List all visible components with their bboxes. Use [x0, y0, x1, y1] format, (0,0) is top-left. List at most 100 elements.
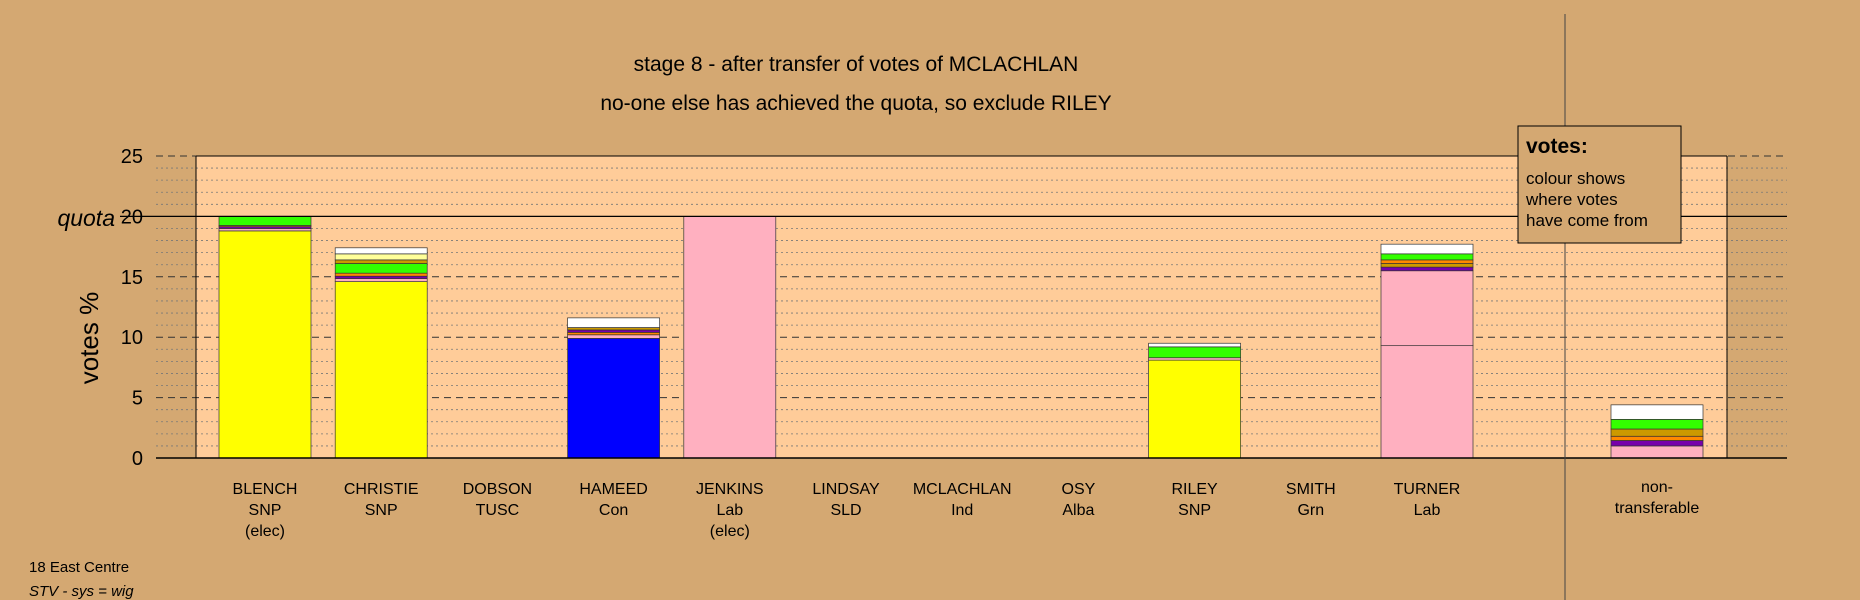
y-axis-label: votes %	[74, 292, 104, 385]
category-labels: BLENCH SNP (elec) CHRISTIE SNP DOBSON TUSC HAME…	[233, 479, 1700, 540]
bar-hameed-segment	[567, 317, 660, 328]
category-label-line: OSY	[1062, 481, 1096, 498]
legend-box: votes: colour shows where votes have com…	[1517, 125, 1682, 244]
category-label-line: Grn	[1297, 502, 1324, 519]
bar-turner	[1380, 243, 1474, 459]
y-tick-label: 20	[121, 206, 143, 228]
bar-christie-segment	[334, 278, 428, 282]
category-label-line: TUSC	[476, 502, 520, 519]
legend-line-1: colour shows	[1526, 169, 1625, 188]
bar-jenkins	[683, 216, 777, 459]
bar-turner-segment	[1380, 263, 1474, 268]
bar-christie-segment	[334, 281, 428, 459]
category-label-line: Alba	[1062, 502, 1094, 519]
category-smith: SMITH Grn	[1286, 481, 1336, 519]
bar-christie	[334, 247, 428, 459]
system-label: STV - sys = wig	[29, 583, 134, 600]
category-label-line: SNP	[249, 502, 282, 519]
category-label-line: HAMEED	[579, 481, 647, 498]
category-label-line: TURNER	[1394, 481, 1461, 498]
category-label-line: Con	[599, 502, 628, 519]
bar-hameed-segment	[567, 332, 660, 336]
y-tick-label: 25	[121, 146, 143, 168]
chart-subtitle: no-one else has achieved the quota, so e…	[600, 92, 1111, 115]
bar-christie-segment	[334, 247, 428, 255]
bar-riley-segment	[1148, 342, 1241, 348]
category-jenkins: JENKINS Lab (elec)	[696, 481, 764, 540]
chart-title: stage 8 - after transfer of votes of MCL…	[634, 53, 1079, 76]
category-mclachlan: MCLACHLAN Ind	[913, 481, 1012, 519]
y-tick-labels: 0 5 10 15 20 25	[121, 146, 143, 470]
category-hameed: HAMEED Con	[579, 481, 647, 519]
category-blench: BLENCH SNP (elec)	[233, 481, 298, 540]
y-tick-label: 10	[121, 327, 143, 349]
bar-christie-segment	[334, 275, 428, 279]
category-turner: TURNER Lab	[1394, 481, 1461, 519]
bar-christie-segment	[334, 272, 428, 277]
bar-christie-segment	[334, 259, 428, 264]
y-tick-label: 0	[132, 448, 143, 470]
category-label-non-transferable: transferable	[1615, 500, 1700, 517]
category-christie: CHRISTIE SNP	[344, 481, 419, 519]
bar-turner-segment	[1380, 243, 1474, 255]
legend-heading: votes:	[1526, 135, 1588, 158]
bar-blench	[218, 216, 312, 459]
bar-non-transferable-segment	[1610, 418, 1704, 430]
bar-turner-segment	[1380, 253, 1474, 261]
bar-turner-segment	[1380, 259, 1474, 264]
bar-riley-segment	[1148, 346, 1241, 359]
bar-christie-segment	[334, 263, 428, 274]
bar-turner-segment	[1380, 266, 1474, 272]
category-label-line: Lab	[716, 502, 743, 519]
bar-non-transferable-segment	[1610, 440, 1704, 447]
category-riley: RILEY SNP	[1171, 481, 1218, 519]
category-label-line: JENKINS	[696, 481, 764, 498]
category-label-line: SNP	[365, 502, 398, 519]
bar-blench-segment	[218, 228, 312, 232]
category-label-line: BLENCH	[233, 481, 298, 498]
category-label-line: MCLACHLAN	[913, 481, 1012, 498]
bar-jenkins-segment	[683, 216, 777, 459]
category-label-line: SLD	[830, 502, 861, 519]
bar-riley	[1148, 342, 1241, 459]
bar-blench-segment	[218, 216, 312, 226]
category-osy: OSY Alba	[1062, 481, 1096, 519]
bar-turner-segment	[1380, 270, 1474, 347]
category-label-line: CHRISTIE	[344, 481, 419, 498]
y-tick-label: 15	[121, 267, 143, 289]
category-label-line: SMITH	[1286, 481, 1336, 498]
category-label-line: (elec)	[710, 523, 750, 540]
axes	[120, 14, 1787, 600]
bar-hameed-segment	[567, 329, 660, 333]
category-label-line: LINDSAY	[812, 481, 880, 498]
category-label-line: Ind	[951, 502, 973, 519]
category-label-line: (elec)	[245, 523, 285, 540]
legend-line-3: have come from	[1526, 211, 1648, 230]
category-label-line: SNP	[1178, 502, 1211, 519]
ward-label: 18 East Centre	[29, 559, 129, 576]
bar-non-transferable-segment	[1610, 428, 1704, 437]
bars	[218, 216, 1704, 459]
bar-non-transferable-segment	[1610, 445, 1704, 459]
bar-hameed-segment	[567, 338, 660, 459]
bar-hameed-segment	[567, 334, 660, 339]
bar-non-transferable	[1610, 404, 1704, 459]
bar-riley-segment	[1148, 357, 1241, 361]
category-label-line: DOBSON	[463, 481, 532, 498]
category-label-line: Lab	[1414, 502, 1441, 519]
category-lindsay: LINDSAY SLD	[812, 481, 880, 519]
quota-label: quota	[57, 205, 115, 231]
bar-christie-segment	[334, 253, 428, 261]
bar-blench-segment	[218, 230, 312, 459]
category-label-non-transferable: non-	[1641, 479, 1673, 496]
bar-non-transferable-segment	[1610, 435, 1704, 441]
category-label-line: RILEY	[1171, 481, 1218, 498]
bar-turner-segment	[1380, 345, 1474, 459]
bar-non-transferable-segment	[1610, 404, 1704, 420]
bar-hameed-segment	[567, 327, 660, 331]
y-tick-label: 5	[132, 388, 143, 410]
bar-riley-segment	[1148, 359, 1241, 459]
bar-hameed	[567, 317, 660, 459]
legend-line-2: where votes	[1525, 190, 1618, 209]
